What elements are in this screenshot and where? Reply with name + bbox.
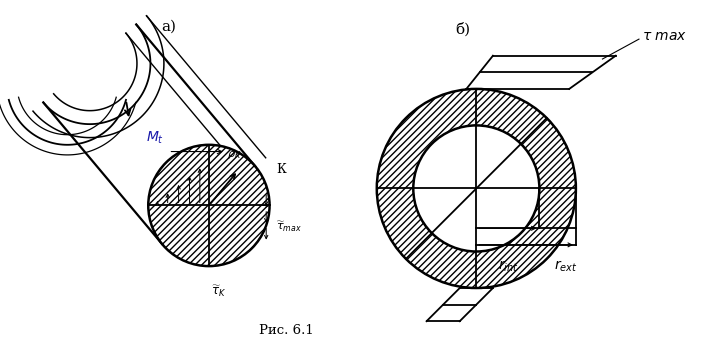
Text: $\tau$ max: $\tau$ max	[642, 29, 687, 43]
Text: $r_{int}$: $r_{int}$	[498, 258, 518, 273]
Text: $\widetilde{\tau}_K$: $\widetilde{\tau}_K$	[211, 283, 227, 299]
Text: $r_{ext}$: $r_{ext}$	[554, 258, 578, 273]
Text: $\rho_K$: $\rho_K$	[227, 149, 242, 161]
Text: б): б)	[456, 22, 470, 37]
Text: $\widetilde{\tau}_{max}$: $\widetilde{\tau}_{max}$	[277, 219, 302, 233]
Text: $M_t$: $M_t$	[146, 130, 164, 146]
Circle shape	[377, 89, 576, 288]
Circle shape	[148, 145, 270, 266]
Circle shape	[413, 125, 539, 252]
Text: К: К	[277, 162, 286, 176]
Text: а): а)	[161, 20, 176, 34]
Text: Рис. 6.1: Рис. 6.1	[259, 324, 314, 337]
